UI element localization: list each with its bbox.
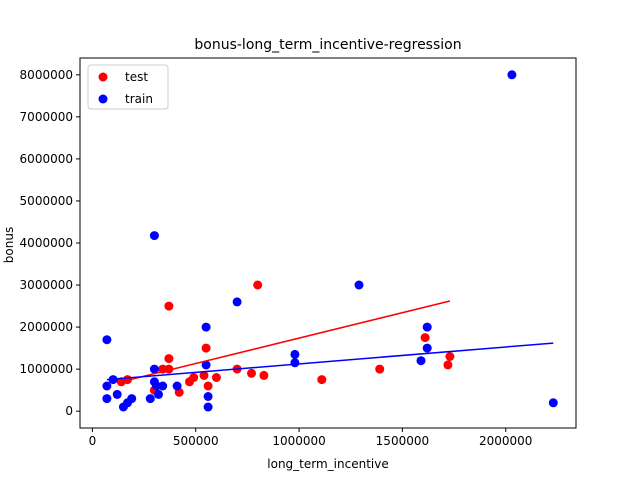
y-tick-label: 1000000: [20, 362, 73, 376]
scatter-point-train: [172, 381, 182, 391]
scatter-point-test: [443, 360, 453, 370]
scatter-point-train: [422, 343, 432, 353]
x-tick-label: 0: [89, 434, 97, 448]
scatter-point-test: [201, 343, 211, 353]
scatter-point-test: [203, 381, 213, 391]
scatter-point-train: [290, 358, 300, 368]
scatter-point-test: [317, 375, 327, 385]
scatter-point-test: [189, 373, 199, 382]
x-tick-label: 1500000: [376, 434, 429, 448]
y-tick-label: 5000000: [20, 194, 73, 208]
y-tick-label: 8000000: [20, 68, 73, 82]
legend: test train: [87, 64, 169, 110]
scatter-point-test: [375, 364, 385, 374]
legend-marker-test: [98, 72, 108, 82]
x-tick-label: 500000: [173, 434, 219, 448]
y-tick-label: 7000000: [20, 110, 73, 124]
legend-label-test: test: [125, 70, 148, 84]
y-tick-label: 4000000: [20, 236, 73, 250]
scatter-point-train: [149, 231, 159, 241]
chart-title: bonus-long_term_incentive-regression: [194, 37, 461, 53]
x-tick-label: 2000000: [479, 434, 532, 448]
regression-line-test: [121, 300, 451, 383]
y-tick-label: 0: [65, 404, 73, 418]
scatter-point-train: [416, 356, 426, 366]
scatter-point-train: [102, 381, 112, 391]
scatter-point-train: [112, 389, 122, 399]
scatter-point-test: [199, 370, 209, 380]
scatter-point-train: [548, 398, 558, 408]
scatter-point-train: [158, 381, 168, 391]
scatter-point-test: [211, 373, 221, 382]
legend-marker-train: [98, 94, 108, 104]
scatter-point-train: [127, 394, 137, 404]
y-tick-label: 3000000: [20, 278, 73, 292]
scatter-point-train: [102, 335, 112, 345]
y-tick-label: 6000000: [20, 152, 73, 166]
legend-label-train: train: [125, 92, 153, 106]
scatter-point-test: [164, 354, 174, 364]
scatter-point-train: [203, 392, 213, 401]
scatter-point-train: [102, 394, 112, 404]
x-axis-label: long_term_incentive: [267, 457, 388, 471]
scatter-point-test: [253, 280, 263, 290]
legend-box: [87, 64, 169, 110]
scatter-point-test: [164, 301, 174, 311]
scatter-point-train: [154, 389, 163, 399]
scatter-point-train: [232, 297, 242, 307]
scatter-point-train: [203, 402, 213, 412]
scatter-point-test: [259, 370, 269, 380]
series-train: [102, 70, 558, 412]
scatter-point-train: [290, 349, 300, 359]
y-tick-label: 2000000: [20, 320, 73, 334]
scatter-point-train: [152, 381, 161, 391]
scatter-point-train: [422, 322, 432, 332]
y-axis-label: bonus: [2, 227, 16, 263]
scatter-point-train: [145, 394, 155, 404]
scatter-point-train: [201, 360, 211, 370]
plot-area: [102, 70, 558, 412]
scatter-point-test: [420, 333, 430, 343]
regression-line-train: [106, 342, 554, 381]
scatter-point-test: [247, 368, 256, 378]
scatter-point-train: [149, 364, 159, 374]
x-tick-label: 1000000: [272, 434, 325, 448]
scatter-point-train: [507, 70, 517, 80]
scatter-point-train: [201, 322, 211, 332]
scatter-point-train: [354, 280, 364, 290]
scatter-point-test: [445, 352, 455, 361]
axes: 0 500000 1000000 1500000 2000000 0 1000000 2000…: [20, 57, 577, 448]
